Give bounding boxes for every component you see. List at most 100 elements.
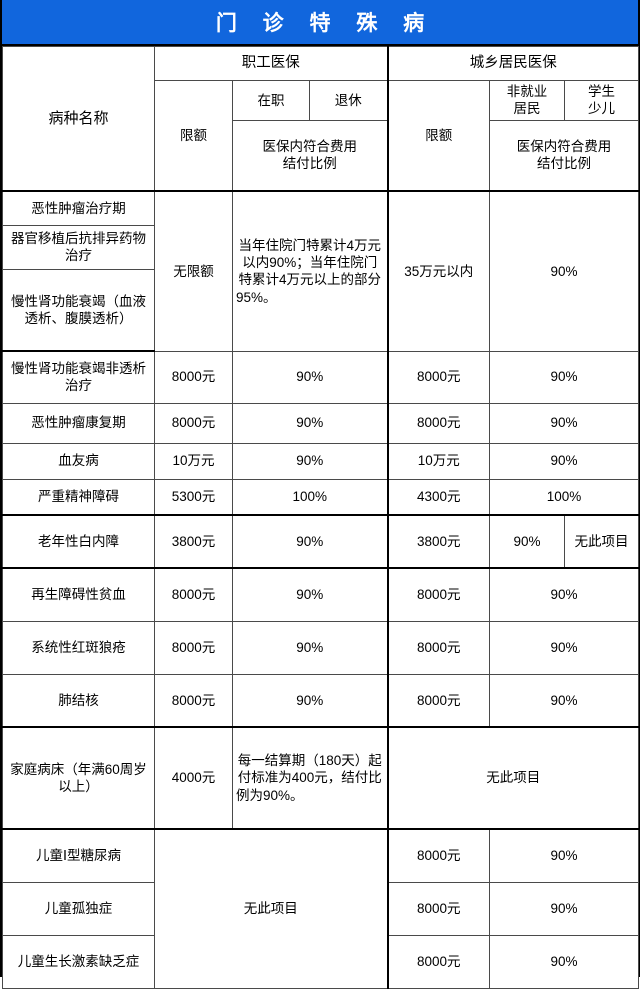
header-disease-name: 病种名称 [2,46,155,192]
employee-limit: 8000元 [154,350,233,404]
resident-limit: 8000元 [387,934,491,989]
header-nonemployed-line2: 居民 [513,101,541,117]
table-row: 家庭病床（年满60周岁以上） 4000元 每一结算期（180天）起付标准为400… [2,726,640,831]
employee-limit: 8000元 [154,567,233,622]
resident-not-applicable: 无此项目 [387,726,640,831]
resident-limit: 3800元 [387,514,491,570]
header-employee-ratio-line1: 医保内符合费用 [262,139,358,155]
disease-name: 系统性红斑狼疮 [2,620,155,675]
employee-ratio: 当年住院门特累计4万元以内90%；当年住院门特累计4万元以上的部分95%。 [231,190,389,352]
header-resident-ratio-line1: 医保内符合费用 [516,139,612,155]
resident-ratio: 90% [489,350,640,404]
disease-name: 恶性肿瘤治疗期 [2,190,155,226]
resident-ratio: 90% [489,567,640,622]
header-resident-limit: 限额 [387,80,491,192]
disease-name: 器官移植后抗排异药物治疗 [2,224,155,270]
header-nonemployed-resident: 非就业 居民 [489,80,566,121]
employee-limit: 3800元 [154,514,233,570]
header-student-child: 学生 少儿 [564,80,640,121]
resident-limit: 4300元 [387,478,491,517]
table-row: 肺结核 8000元 90% 8000元 90% [2,673,640,729]
header-resident-ratio: 医保内符合费用 结付比例 [489,119,640,193]
header-employee-insurance: 职工医保 [153,46,389,81]
resident-ratio: 90% [489,402,640,444]
disease-name: 血友病 [2,442,155,480]
employee-limit: 8000元 [154,673,233,729]
table-row: 儿童Ⅰ型糖尿病 无此项目 8000元 90% [2,828,640,989]
employee-ratio: 90% [231,442,389,480]
header-employee-ratio: 医保内符合费用 结付比例 [231,119,389,193]
disease-name: 慢性肾功能衰竭非透析治疗 [2,350,155,404]
disease-name: 再生障碍性贫血 [2,567,155,622]
table-row: 老年性白内障 3800元 90% 3800元 90% 无此项目 [2,514,640,570]
resident-ratio: 90% [489,442,640,480]
header-resident-insurance: 城乡居民医保 [387,46,640,81]
employee-ratio: 90% [231,402,389,444]
page-title: 门 诊 特 殊 病 [2,0,638,46]
resident-ratio: 90% [489,828,640,883]
employee-limit: 4000元 [154,726,233,831]
resident-ratio: 100% [489,478,640,517]
resident-limit: 8000元 [387,567,491,622]
employee-limit: 10万元 [154,442,233,480]
header-student-line1: 学生 [588,84,616,99]
disease-name: 恶性肿瘤康复期 [2,402,155,444]
resident-limit: 8000元 [387,402,491,444]
table-row: 严重精神障碍 5300元 100% 4300元 100% [2,478,640,517]
table-header: 病种名称 职工医保 城乡居民医保 限额 在职 退休 限额 非就业 居民 学生 少… [2,46,640,193]
employee-limit: 5300元 [154,478,233,517]
table-row: 系统性红斑狼疮 8000元 90% 8000元 90% [2,620,640,675]
disease-name: 儿童孤独症 [2,881,155,936]
header-active: 在职 [232,80,310,121]
table-body: 恶性肿瘤治疗期 无限额 当年住院门特累计4万元以内90%；当年住院门特累计4万元… [2,190,640,989]
resident-limit: 8000元 [387,620,491,675]
table-row: 再生障碍性贫血 8000元 90% 8000元 90% [2,567,640,622]
resident-limit: 8000元 [387,881,491,936]
header-student-line2: 少儿 [588,101,616,117]
disease-name: 儿童生长激素缺乏症 [2,934,155,989]
resident-limit: 8000元 [387,350,491,404]
employee-ratio: 90% [231,350,389,404]
table-row: 恶性肿瘤治疗期 无限额 当年住院门特累计4万元以内90%；当年住院门特累计4万元… [2,190,640,352]
employee-ratio: 每一结算期（180天）起付标准为400元，结付比例为90%。 [231,726,389,831]
table-row: 慢性肾功能衰竭（血液透析、腹膜透析） [2,268,639,353]
disease-name: 家庭病床（年满60周岁以上） [2,726,155,831]
table-row: 慢性肾功能衰竭非透析治疗 8000元 90% 8000元 90% [2,350,640,404]
resident-limit: 8000元 [387,673,491,729]
resident-limit: 8000元 [387,828,491,883]
header-row-ratio: 医保内符合费用 结付比例 医保内符合费用 结付比例 [3,119,640,193]
header-retired: 退休 [308,80,389,121]
employee-ratio: 100% [231,478,389,517]
benefits-table: 病种名称 职工医保 城乡居民医保 限额 在职 退休 限额 非就业 居民 学生 少… [2,46,640,989]
employee-ratio: 90% [231,514,389,570]
employee-limit: 8000元 [154,402,233,444]
employee-ratio: 90% [231,673,389,729]
table-row: 血友病 10万元 90% 10万元 90% [2,442,640,480]
header-row-subgroup: 限额 在职 退休 限额 非就业 居民 学生 少儿 [3,80,640,192]
resident-ratio: 90% [489,934,640,989]
employee-limit: 无限额 [154,190,233,352]
header-employee-limit: 限额 [154,80,233,192]
disease-name: 老年性白内障 [2,514,155,570]
resident-ratio: 90% [489,881,640,936]
resident-limit: 10万元 [387,442,491,480]
resident-ratio: 90% [489,673,640,729]
header-nonemployed-line1: 非就业 [506,84,548,99]
employee-not-applicable: 无此项目 [153,828,389,989]
disease-name: 肺结核 [2,673,155,729]
header-employee-ratio-line2: 结付比例 [282,156,337,172]
table-row: 儿童孤独症 8000元 90% [2,881,640,936]
header-resident-ratio-line2: 结付比例 [537,156,592,172]
employee-limit: 8000元 [154,620,233,675]
resident-ratio-student: 无此项目 [564,514,640,570]
resident-ratio-nonemployed: 90% [489,514,566,570]
table-row: 器官移植后抗排异药物治疗 [2,224,639,270]
header-row-group: 病种名称 职工医保 城乡居民医保 [2,46,640,192]
disease-name: 儿童Ⅰ型糖尿病 [2,828,155,883]
disease-name: 慢性肾功能衰竭（血液透析、腹膜透析） [2,268,155,353]
employee-ratio: 90% [231,567,389,622]
resident-limit: 35万元以内 [387,190,491,352]
resident-ratio: 90% [489,620,640,675]
employee-ratio: 90% [231,620,389,675]
resident-ratio: 90% [489,190,640,352]
